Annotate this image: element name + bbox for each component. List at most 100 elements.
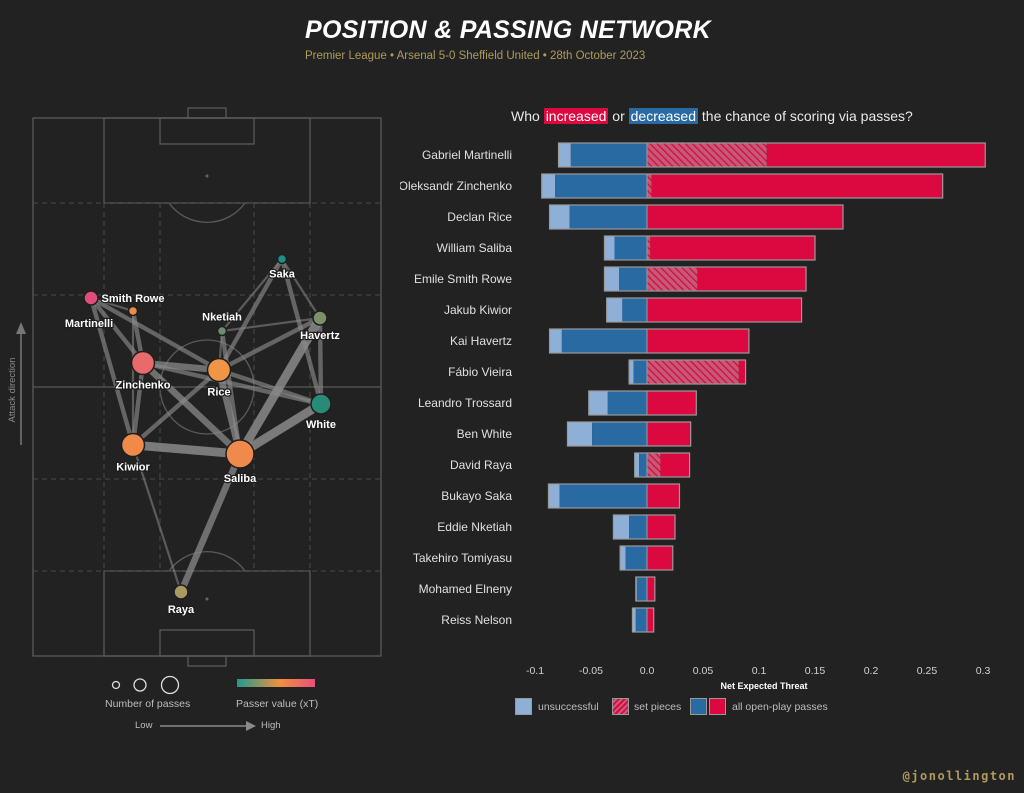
bar-unsuccessful — [604, 267, 619, 291]
page-title: POSITION & PASSING NETWORK — [305, 16, 711, 44]
penalty-spot-top — [205, 174, 209, 178]
player-node: Saka — [268, 253, 297, 282]
top-penalty-arc — [168, 202, 246, 223]
bar-outline — [547, 483, 681, 509]
player-label: Fábio Vieira — [448, 365, 512, 379]
chart-title: Who increased or decreased the chance of… — [511, 108, 913, 124]
bar-positive-open-play — [647, 577, 655, 601]
bar-negative-open-play — [570, 143, 647, 167]
bar-negative-open-play — [636, 577, 647, 601]
pass-edge — [221, 316, 321, 333]
bar-positive-open-play — [647, 546, 673, 570]
pass-edge — [221, 258, 283, 332]
player-label: William Saliba — [437, 241, 513, 255]
pass-edge — [89, 296, 145, 365]
bar-unsuccessful — [558, 143, 571, 167]
legend-swatch-unsuccessful — [515, 698, 532, 715]
pass-edge — [131, 368, 221, 447]
player-node-circle — [127, 305, 139, 317]
bar-outline — [548, 204, 844, 230]
pass-edge — [131, 444, 183, 593]
player-label: Declan Rice — [447, 210, 512, 224]
bar-negative-open-play — [561, 329, 647, 353]
bar-positive-open-play — [660, 453, 690, 477]
pitch-legend: Number of passes Passer value (xT) Low H… — [100, 672, 340, 742]
bar-unsuccessful — [567, 422, 593, 446]
bar-row: Takehiro Tomiyasu — [413, 545, 674, 571]
size-legend-large-circle — [160, 675, 180, 695]
legend-swatch-open-play-positive — [709, 698, 726, 715]
bar-negative-open-play — [625, 546, 647, 570]
top-penalty-box — [103, 117, 311, 204]
player-node-circle — [206, 357, 232, 383]
bar-unsuccessful — [548, 484, 560, 508]
question-prefix: Who — [511, 108, 544, 124]
bar-row: Mohamed Elneny — [419, 576, 656, 602]
pass-edge — [89, 296, 221, 372]
bar-negative-open-play — [629, 515, 647, 539]
player-node-circle — [225, 439, 255, 469]
pass-edge — [237, 400, 324, 458]
player-label: Emile Smith Rowe — [414, 272, 512, 286]
player-node: White — [305, 393, 337, 432]
player-node: Martinelli — [64, 290, 114, 331]
color-legend-label: Passer value (xT) — [236, 698, 319, 710]
bar-outline — [557, 142, 986, 168]
player-node-circle — [216, 325, 228, 337]
bar-set-pieces — [647, 236, 651, 260]
bar-unsuccessful — [620, 546, 626, 570]
bar-outline — [566, 421, 692, 447]
pass-edge — [88, 297, 136, 446]
bar-positive-open-play — [647, 608, 654, 632]
bar-row: David Raya — [450, 452, 691, 478]
player-node-circle — [83, 290, 99, 306]
bar-outline — [603, 235, 816, 261]
bar-negative-open-play — [639, 453, 647, 477]
bar-negative-open-play — [559, 484, 647, 508]
bar-negative-open-play — [622, 298, 647, 322]
bottom-penalty-box — [103, 570, 311, 657]
bar-row: Ben White — [457, 421, 692, 447]
bar-set-pieces — [647, 453, 661, 477]
bar-outline — [541, 173, 944, 199]
player-node-label: Raya — [168, 604, 195, 616]
bar-outline — [606, 297, 803, 323]
bar-row: Bukayo Saka — [441, 483, 681, 509]
low-high-arrow-head — [246, 721, 256, 731]
player-label: Bukayo Saka — [441, 489, 512, 503]
bar-row: Reiss Nelson — [441, 607, 655, 633]
bar-negative-open-play — [555, 174, 647, 198]
bar-negative-open-play — [569, 205, 647, 229]
player-node-label: White — [306, 419, 336, 431]
bar-unsuccessful — [634, 453, 640, 477]
bar-unsuccessful — [606, 298, 623, 322]
player-label: Jakub Kiwior — [444, 303, 512, 317]
bar-positive-open-play — [647, 205, 843, 229]
bar-unsuccessful — [588, 391, 608, 415]
top-six-yard-box — [159, 117, 255, 145]
bar-positive-open-play — [650, 236, 815, 260]
net-xt-bar-chart: Gabriel Martinelli Oleksandr Zinchenko Dec… — [400, 142, 990, 691]
bar-chart-legend: unsuccessful set pieces all open-play pa… — [510, 695, 1010, 725]
pitch-legend-graphic — [111, 675, 315, 731]
player-node-circle — [120, 432, 146, 458]
legend-label-open-play: all open-play passes — [732, 701, 828, 713]
x-tick-label: 0.05 — [693, 665, 714, 677]
player-label: Eddie Nketiah — [437, 520, 512, 534]
bar-positive-open-play — [647, 484, 680, 508]
player-node-label: Nketiah — [202, 312, 242, 324]
player-label: Ben White — [457, 427, 513, 441]
player-node-circle — [312, 310, 328, 326]
player-label: Oleksandr Zinchenko — [400, 179, 512, 193]
passing-network-pitch: Martinelli Smith Rowe Nketiah Saka Havertz Zi… — [7, 107, 382, 667]
size-legend-small-circle — [111, 680, 121, 690]
legend-swatch-set-pieces — [612, 698, 629, 715]
player-label: David Raya — [450, 458, 512, 472]
bar-outline — [612, 514, 676, 540]
player-node-circle — [173, 584, 189, 600]
player-nodes: Martinelli Smith Rowe Nketiah Saka Havertz Zi… — [64, 253, 342, 617]
pass-edge — [219, 330, 243, 455]
bar-unsuccessful — [632, 608, 636, 632]
page-subtitle: Premier League • Arsenal 5-0 Sheffield U… — [305, 50, 646, 62]
player-label: Kai Havertz — [450, 334, 512, 348]
